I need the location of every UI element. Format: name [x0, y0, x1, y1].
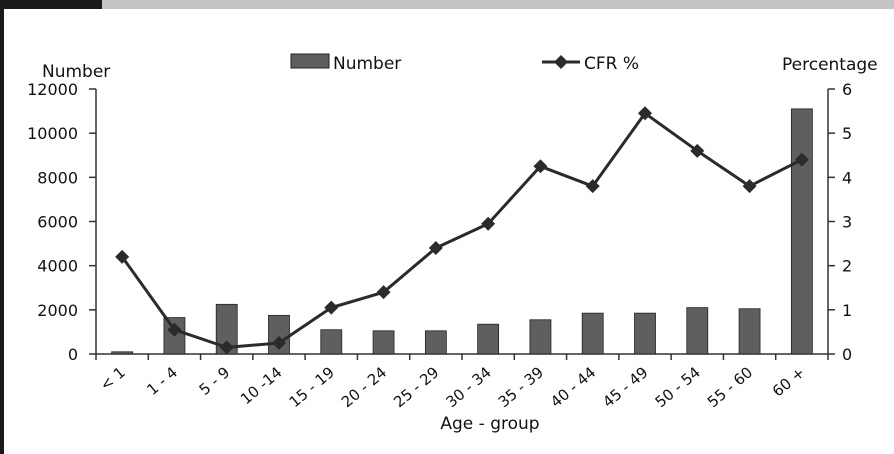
y-tick-left-label: 10000 [27, 124, 78, 143]
bar-number [424, 330, 447, 355]
x-tick-label: 1 - 4 [143, 363, 181, 399]
y-tick-right-label: 6 [842, 80, 852, 99]
x-axis-title: Age - group [440, 414, 539, 434]
x-tick-label: 5 - 9 [196, 363, 234, 399]
x-tick-label: 30 - 34 [442, 363, 494, 411]
y-tick-left-label: 2000 [37, 301, 78, 320]
bar-number [372, 330, 395, 355]
cfr-point [272, 335, 286, 350]
y-tick-left-label: 12000 [27, 80, 78, 99]
x-tick-label: 60 + [769, 363, 808, 400]
x-tick-label: < 1 [97, 363, 129, 394]
x-tick-label: 25 - 29 [390, 363, 442, 411]
bar-number [320, 329, 343, 355]
cfr-point [219, 340, 234, 355]
left-frame-rule [0, 9, 4, 454]
y-axis-left-title: Number [42, 62, 110, 82]
x-tick-label: 15 - 19 [286, 363, 338, 411]
cfr-point [690, 143, 705, 158]
y-tick-right-label: 3 [842, 213, 852, 232]
cfr-point [638, 106, 652, 121]
cfr-line-layer [115, 106, 809, 355]
cfr-point [742, 179, 757, 194]
x-tick-label: 35 - 39 [495, 363, 547, 411]
x-tick-label: 45 - 49 [599, 363, 651, 411]
x-ticks: < 1 1 - 4 5 - 9 10 -14 15 - 19 20 - 24 25 - 29… [95, 354, 829, 411]
x-tick-label: 20 - 24 [338, 363, 390, 411]
x-tick-label: 40 - 44 [547, 363, 599, 411]
legend-marker-cfr [554, 55, 568, 69]
legend: Number CFR % [290, 53, 639, 74]
header-dark-block [0, 0, 102, 9]
legend-swatch-number [290, 53, 330, 69]
x-tick-label: 50 - 54 [652, 363, 704, 411]
bar-number [581, 312, 604, 355]
y-tick-left-label: 4000 [37, 257, 78, 276]
cfr-line [120, 111, 803, 349]
y-tick-right-label: 2 [842, 257, 852, 276]
cfr-point [376, 285, 391, 300]
y-tick-right-label: 0 [842, 345, 852, 364]
cfr-point [533, 159, 548, 174]
legend-label-cfr: CFR % [584, 54, 639, 74]
bar-number [790, 108, 813, 355]
cfr-point [481, 216, 496, 231]
bar-number [738, 308, 761, 355]
cfr-point [428, 241, 443, 255]
y-tick-left-label: 0 [68, 345, 78, 364]
cfr-point [324, 300, 339, 315]
bar-number [477, 323, 500, 355]
legend-label-number: Number [333, 54, 401, 74]
bar-number [634, 312, 656, 355]
y-tick-right-label: 1 [842, 301, 852, 320]
cfr-point [167, 322, 182, 337]
y-ticks: 0 2000 4000 6000 8000 10000 12000 0 1 2 3 4 5 6 [27, 80, 852, 364]
y-tick-left-label: 6000 [37, 213, 78, 232]
bars [111, 108, 813, 355]
y-tick-right-label: 4 [842, 168, 852, 187]
header-gray-band [102, 0, 894, 9]
y-tick-left-label: 8000 [37, 168, 78, 187]
x-tick-label: 55 - 60 [704, 363, 756, 411]
cfr-point [794, 152, 809, 167]
bar-number [529, 319, 552, 355]
cfr-point [115, 249, 130, 264]
bar-number [686, 307, 709, 355]
y-axis-right-title: Percentage [782, 55, 878, 75]
x-tick-label: 10 -14 [237, 363, 286, 408]
bar-number [111, 351, 134, 355]
y-tick-right-label: 5 [842, 124, 852, 143]
cfr-point [585, 179, 600, 194]
